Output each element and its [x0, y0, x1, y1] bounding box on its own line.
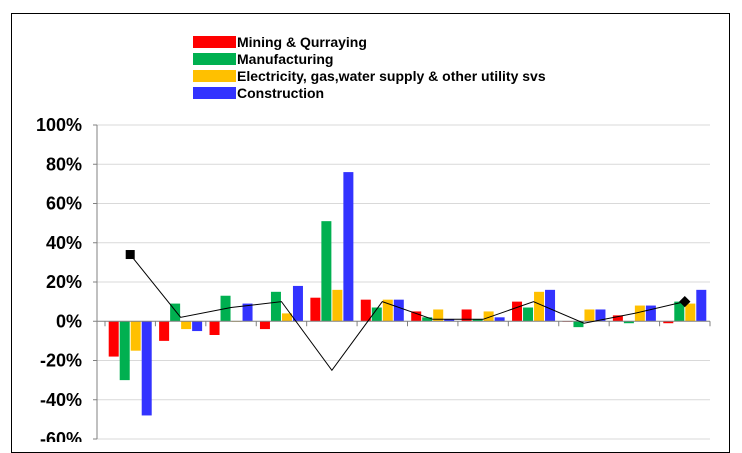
bar	[242, 303, 253, 322]
bar	[512, 301, 523, 322]
chart: 100% 80% 60% 40% 20% 0% -20% -40% -60% Mining & …	[36, 34, 711, 442]
y-tick-label: 100%	[36, 115, 82, 135]
bar	[281, 313, 292, 322]
bar	[696, 289, 707, 322]
bar	[141, 321, 152, 416]
line-marker	[125, 250, 135, 260]
bar	[444, 319, 455, 322]
y-tick-label: 0%	[56, 311, 82, 331]
bar	[181, 321, 192, 330]
bar	[170, 303, 181, 322]
bar	[685, 303, 696, 322]
y-tick-label: -40%	[40, 390, 82, 410]
y-tick-label: 60%	[46, 194, 82, 214]
line-marker	[679, 295, 691, 308]
bar	[612, 315, 623, 322]
bar	[360, 299, 371, 322]
bars	[108, 172, 707, 416]
y-tick-label: 20%	[46, 272, 82, 292]
bar	[310, 297, 321, 322]
bar	[534, 291, 545, 322]
line-series	[125, 250, 691, 372]
legend-swatch	[193, 36, 236, 48]
bar	[332, 289, 343, 322]
bar	[634, 305, 645, 322]
bar	[645, 305, 656, 322]
bar	[119, 321, 130, 381]
bar	[192, 321, 203, 332]
bar	[209, 321, 220, 335]
legend: Mining & QurrayingManufacturingElectrici…	[193, 34, 546, 101]
line-path	[129, 254, 685, 372]
legend-label: Electricity, gas,water supply & other ut…	[237, 68, 546, 84]
legend-swatch	[193, 87, 236, 99]
legend-swatch	[193, 53, 236, 65]
bar	[321, 221, 332, 322]
bar	[573, 321, 584, 328]
bar	[292, 285, 303, 322]
bar	[393, 299, 404, 322]
legend-label: Manufacturing	[237, 51, 333, 67]
bar	[382, 299, 393, 322]
bar	[433, 309, 444, 322]
y-tick-label: -60%	[40, 429, 82, 442]
bar	[674, 301, 685, 322]
bar	[461, 309, 472, 322]
bar	[523, 307, 534, 322]
axes	[93, 124, 711, 440]
legend-swatch	[193, 70, 236, 82]
bar	[623, 321, 634, 324]
bar	[343, 172, 354, 322]
gridlines	[97, 124, 710, 440]
y-tick-labels: 100% 80% 60% 40% 20% 0% -20% -40% -60%	[36, 115, 82, 442]
y-tick-label: 40%	[46, 233, 82, 253]
legend-label: Construction	[237, 85, 324, 101]
bar	[108, 321, 119, 357]
bar	[270, 291, 281, 322]
bar	[422, 317, 433, 322]
bar	[411, 311, 422, 322]
bar	[494, 317, 505, 322]
bar	[130, 321, 141, 351]
y-tick-label: -20%	[40, 351, 82, 371]
legend-label: Mining & Qurraying	[237, 34, 367, 50]
bar	[259, 321, 270, 330]
bar	[371, 307, 382, 322]
y-tick-label: 80%	[46, 154, 82, 174]
bar	[483, 311, 494, 322]
bar	[584, 309, 595, 322]
bar	[545, 289, 556, 322]
bar	[663, 321, 674, 324]
bar	[159, 321, 170, 341]
bar	[472, 319, 483, 322]
chart-frame	[11, 13, 730, 453]
bar	[595, 309, 606, 322]
